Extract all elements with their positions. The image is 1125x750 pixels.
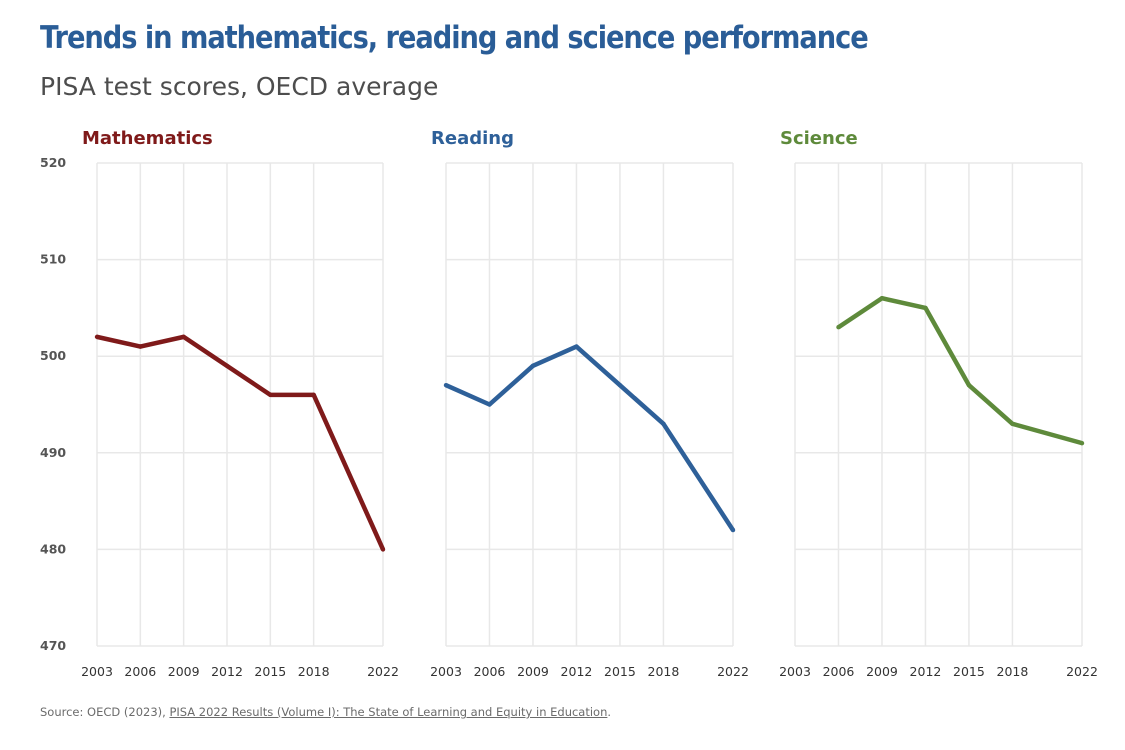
y-tick-label: 510 [40,252,66,267]
chart-subtitle: PISA test scores, OECD average [40,72,439,101]
y-tick-label: 520 [40,155,66,170]
data-point [966,382,972,388]
x-tick-label: 2009 [866,664,898,679]
data-point [574,344,579,349]
panel-mathematics: 470 480 490 500 510 520 2003 2006 2009 2012 2015 20… [40,128,399,679]
x-tick-label: 2003 [779,664,811,679]
y-tick-label: 470 [40,638,66,653]
data-point [181,334,186,340]
source-link[interactable]: PISA 2022 Results (Volume I): The State … [169,705,608,719]
x-tick-label: 2006 [124,664,156,679]
x-tick-label: 2006 [823,664,855,679]
x-tick-label: 2012 [910,664,942,679]
data-point [224,363,230,369]
data-point [730,527,736,533]
x-tick-label: 2022 [367,664,399,679]
x-tick-label: 2015 [254,664,286,679]
x-tick-label: 2015 [953,664,985,679]
x-tick-label: 2018 [648,664,680,679]
series-line [837,295,1083,446]
x-tick-label: 2012 [561,664,593,679]
panel-science: 2003 2006 2009 2012 2015 2018 2022 Science [779,128,1098,679]
x-tick-label: 2003 [81,664,113,679]
x-tick-label: 2003 [430,664,462,679]
x-tick-label: 2015 [604,664,636,679]
panel-title: Science [780,128,858,149]
x-tick-label: 2018 [997,664,1029,679]
panel-title: Mathematics [82,128,213,149]
data-point [380,547,386,552]
data-point [1079,440,1085,446]
data-point [836,325,841,330]
data-point [487,402,492,407]
source-suffix: . [607,705,612,719]
x-tick-label: 2009 [168,664,200,679]
data-point [1010,421,1015,427]
x-tick-label: 2018 [298,664,330,679]
chart-title: Trends in mathematics, reading and scien… [40,20,869,56]
data-point [443,382,449,388]
y-tick-label: 480 [40,541,66,556]
data-point [923,305,928,311]
panel-title: Reading [431,128,514,149]
data-point [661,421,666,427]
y-tick-label: 490 [40,445,66,460]
data-point [311,392,316,398]
x-tick-label: 2009 [517,664,549,679]
data-point [530,363,536,369]
data-point [268,392,273,398]
y-tick-label: 500 [40,348,66,363]
data-point [94,334,100,340]
x-tick-label: 2022 [717,664,749,679]
data-point [617,382,623,388]
source-note: Source: OECD (2023), PISA 2022 Results (… [40,705,611,719]
x-tick-label: 2006 [474,664,506,679]
panel-reading: 2003 2006 2009 2012 2015 2018 2022 Reading [430,128,749,679]
data-point [879,296,885,301]
data-point [138,344,143,349]
x-tick-label: 2012 [211,664,243,679]
x-tick-label: 2022 [1066,664,1098,679]
source-prefix: Source: OECD (2023), [40,705,170,719]
